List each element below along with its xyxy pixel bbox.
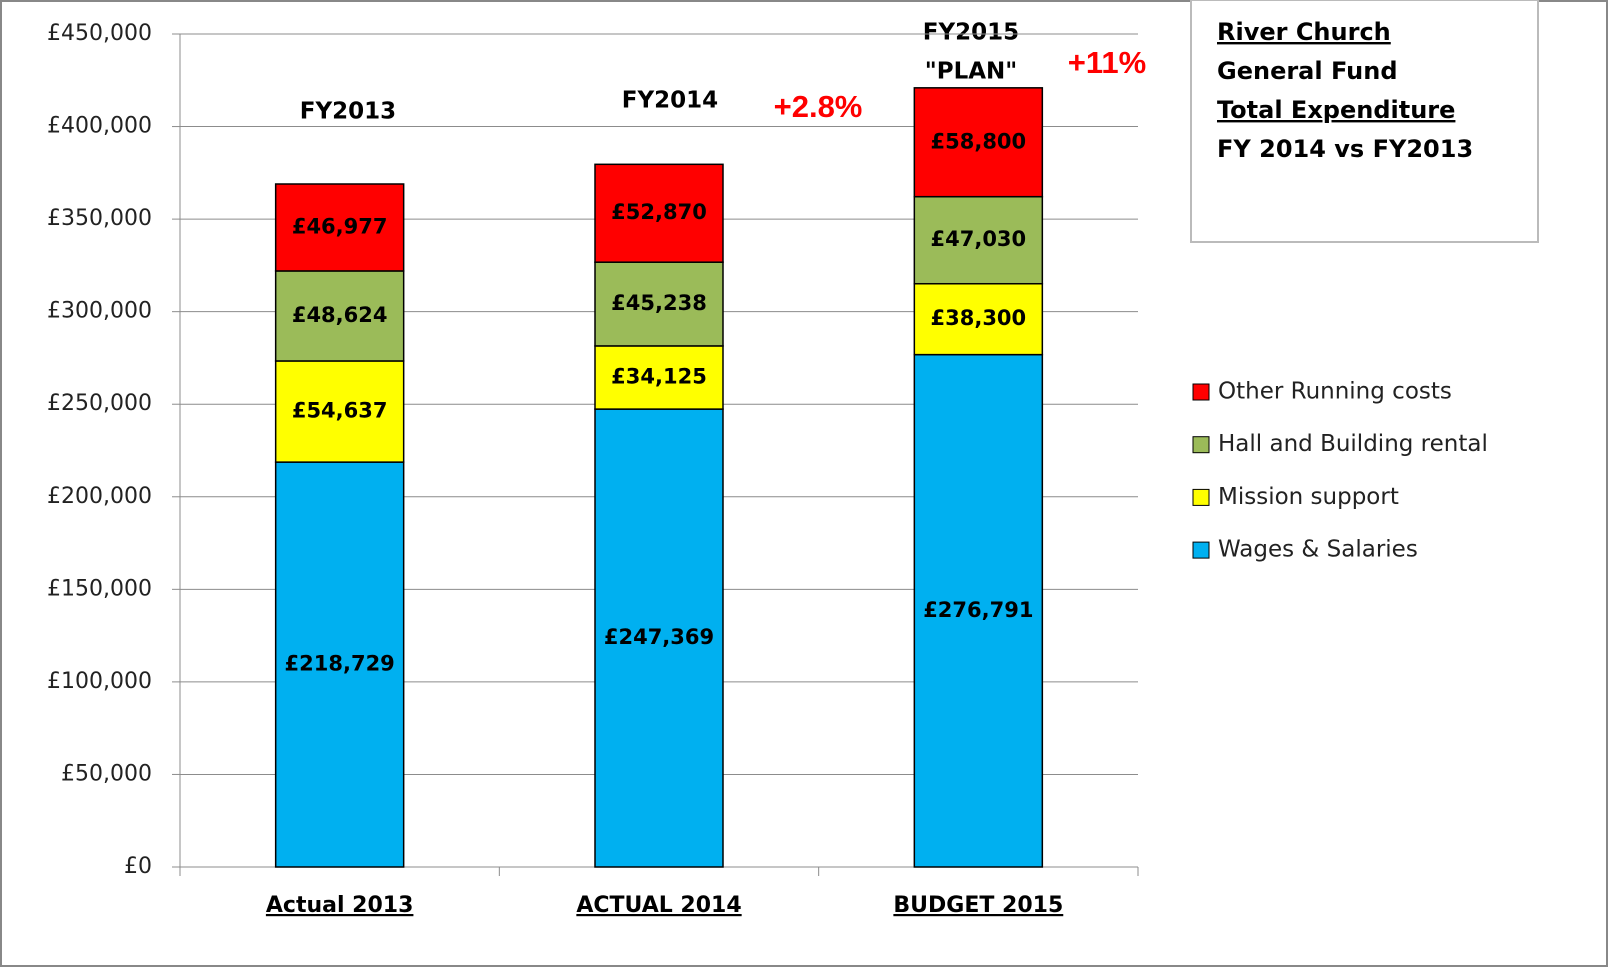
title-box — [1190, 0, 1539, 243]
title-line: Total Expenditure — [1217, 96, 1455, 124]
y-tick-label: £350,000 — [47, 206, 152, 231]
value-label: £47,030 — [931, 227, 1027, 251]
legend-swatch — [1192, 488, 1210, 506]
bar-segment — [274, 183, 405, 272]
legend-label: Wages & Salaries — [1218, 537, 1418, 563]
x-tick-label: BUDGET 2015 — [893, 893, 1063, 918]
bar-annotation: FY2014 — [622, 88, 718, 114]
title-line: River Church — [1217, 18, 1391, 46]
bar-segment — [274, 461, 405, 868]
bar-segment — [913, 195, 1044, 285]
change-annotation: +11% — [1068, 45, 1146, 80]
value-label: £54,637 — [292, 399, 388, 423]
bar-segment — [913, 87, 1044, 198]
y-tick-label: £250,000 — [47, 391, 152, 416]
bar-segment — [913, 282, 1044, 356]
bar-segment — [594, 408, 724, 868]
change-annotation: +2.8% — [774, 89, 863, 124]
y-tick-label: £200,000 — [47, 484, 152, 509]
y-tick-label: £400,000 — [47, 114, 152, 139]
legend-label: Mission support — [1218, 484, 1399, 510]
legend-label: Hall and Building rental — [1218, 431, 1488, 457]
y-tick-label: £50,000 — [61, 761, 152, 786]
value-label: £48,624 — [292, 303, 388, 327]
value-label: £34,125 — [611, 365, 707, 389]
bar-segment — [594, 345, 724, 410]
value-label: £38,300 — [931, 306, 1027, 330]
legend-swatch — [1192, 383, 1210, 401]
value-label: £52,870 — [611, 200, 707, 224]
bar-annotation: FY2013 — [300, 99, 396, 125]
value-label: £58,800 — [931, 129, 1027, 153]
value-label: £247,369 — [604, 625, 714, 649]
legend-label: Other Running costs — [1218, 379, 1452, 405]
value-label: £276,791 — [923, 598, 1033, 622]
bar-segment — [913, 353, 1044, 868]
bar-segment — [594, 163, 724, 263]
x-tick-label: ACTUAL 2014 — [576, 893, 741, 918]
bar-segment — [274, 360, 405, 463]
y-tick-label: £150,000 — [47, 576, 152, 601]
y-tick-label: £0 — [124, 854, 152, 879]
value-label: £218,729 — [285, 652, 395, 676]
title-line: FY 2014 vs FY2013 — [1217, 135, 1473, 163]
value-label: £46,977 — [292, 214, 388, 238]
value-label: £45,238 — [611, 291, 707, 315]
legend-swatch — [1192, 541, 1210, 559]
y-tick-label: £450,000 — [47, 21, 152, 46]
title-line: General Fund — [1217, 57, 1398, 85]
x-tick-label: Actual 2013 — [266, 893, 414, 918]
y-tick-label: £100,000 — [47, 669, 152, 694]
bar-annotation: "PLAN" — [925, 59, 1018, 85]
legend-swatch — [1192, 436, 1210, 454]
y-tick-label: £300,000 — [47, 299, 152, 324]
bar-annotation: FY2015 — [923, 20, 1019, 46]
